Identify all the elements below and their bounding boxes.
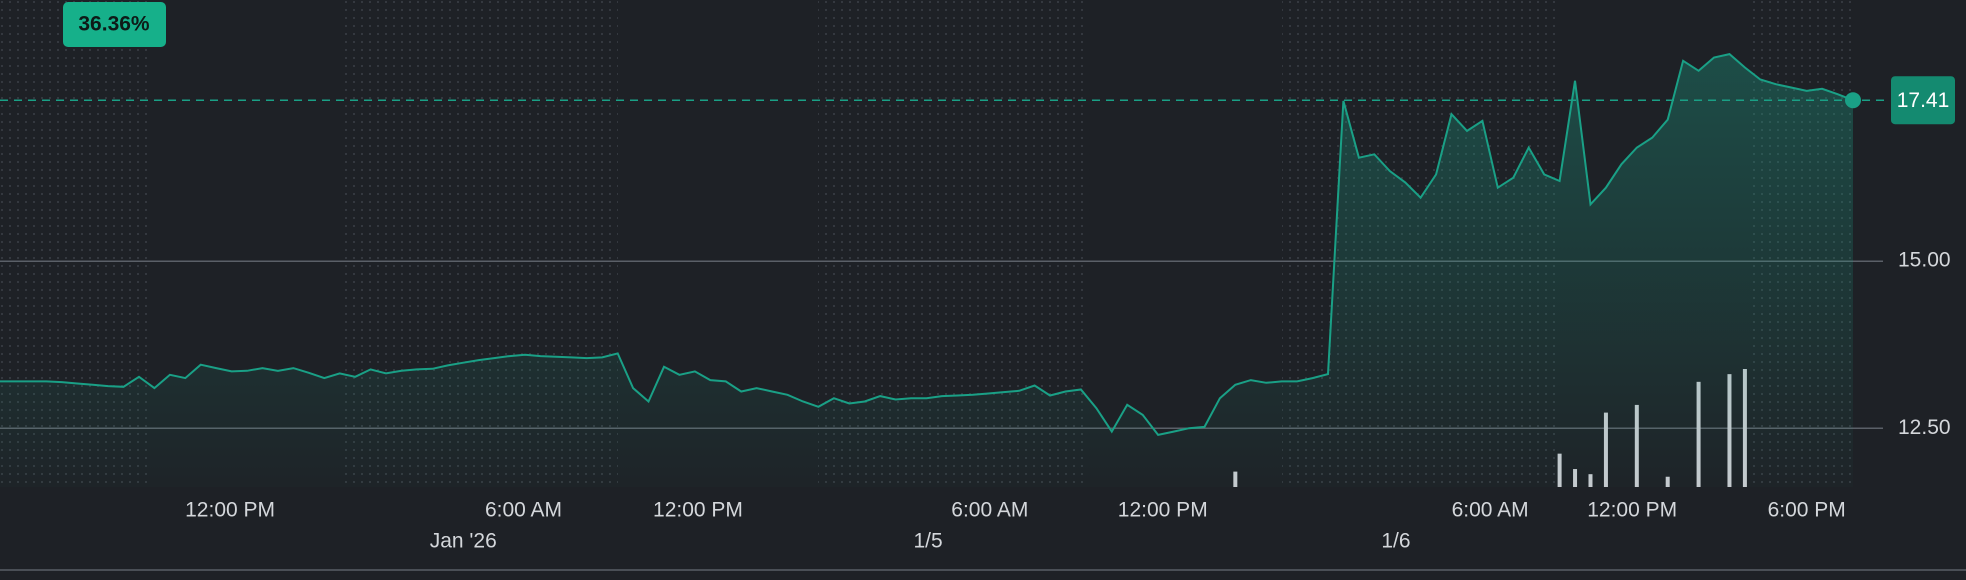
last-price-label: 17.41 [1897,89,1950,112]
x-tick-label: 12:00 PM [185,499,275,522]
last-point [1845,92,1861,109]
date-label: 1/6 [1381,530,1410,553]
y-tick-label: 12.50 [1898,416,1951,439]
x-tick-label: 6:00 AM [1452,499,1529,522]
change-badge [63,2,166,47]
x-tick-label: 6:00 AM [485,499,562,522]
change-label: 36.36% [78,13,150,36]
x-tick-label: 12:00 PM [653,499,743,522]
x-tick-label: 12:00 PM [1118,499,1208,522]
date-label: Jan '26 [430,530,497,553]
date-label: 1/5 [913,530,942,553]
area [0,54,1853,487]
y-tick-label: 15.00 [1898,249,1951,272]
x-tick-label: 6:00 AM [951,499,1028,522]
last-price-badge [1891,76,1955,125]
price-line [0,53,1854,437]
x-tick-label: 6:00 PM [1768,499,1846,522]
x-tick-label: 12:00 PM [1587,499,1677,522]
